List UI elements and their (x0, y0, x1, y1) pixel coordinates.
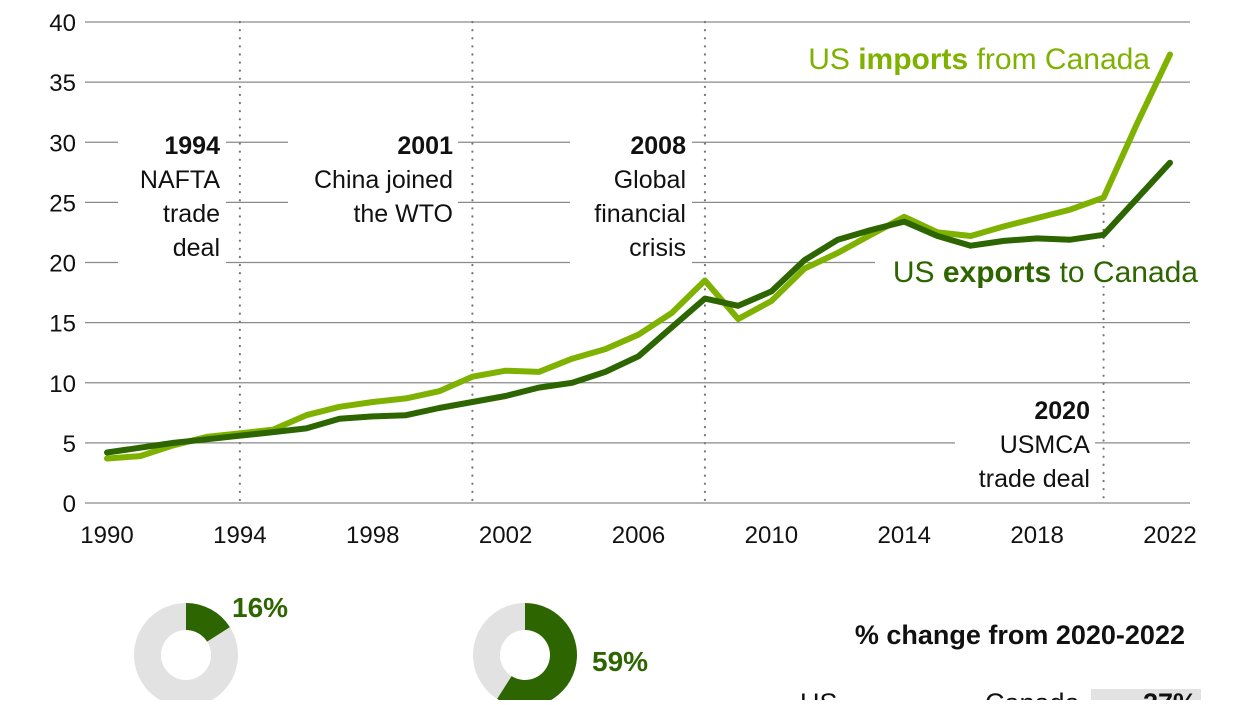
annotation-2008: 2008 Global financial crisis (570, 125, 692, 265)
annotation-text: Global (614, 166, 686, 194)
x-tick-label: 2022 (1143, 522, 1196, 549)
y-tick-label: 40 (49, 10, 76, 37)
annotation-year: 2020 (1034, 397, 1090, 425)
y-tick-label: 5 (63, 431, 76, 458)
y-axis-ticks: 0 5 10 15 20 25 30 35 40 (49, 10, 76, 518)
x-tick-label: 1998 (346, 522, 399, 549)
series-label-exports: US exports to Canada (893, 256, 1198, 289)
x-tick-label: 2010 (745, 522, 798, 549)
x-tick-label: 2018 (1010, 522, 1063, 549)
annotation-text: NAFTA (140, 166, 220, 194)
y-tick-label: 25 (49, 190, 76, 217)
x-axis-ticks: 1990 1994 1998 2002 2006 2010 2014 2018 2022 (80, 522, 1196, 549)
annotation-text: China joined (314, 166, 453, 194)
annotation-2020: 2020 USMCA trade deal (955, 392, 1095, 497)
series-label-imports: US imports from Canada (808, 43, 1150, 76)
change-title: % change from 2020-2022 (855, 620, 1185, 650)
y-tick-label: 0 (63, 491, 76, 518)
annotation-text: deal (173, 234, 220, 262)
series-line-imports (104, 51, 1173, 462)
annotation-year: 2008 (630, 132, 686, 160)
y-tick-label: 30 (49, 130, 76, 157)
series-line-exports (104, 159, 1173, 456)
annotation-text: crisis (629, 234, 686, 262)
annotation-year: 1994 (164, 132, 220, 160)
x-tick-label: 2002 (479, 522, 532, 549)
x-tick-label: 1990 (80, 522, 133, 549)
y-tick-label: 15 (49, 311, 76, 338)
donut-segment (186, 603, 230, 642)
annotation-text: USMCA (1000, 431, 1091, 459)
annotation-text: trade deal (979, 465, 1090, 493)
y-tick-label: 35 (49, 70, 76, 97)
legend-value: 27% (1143, 688, 1197, 700)
legend-canada: Canada (985, 688, 1081, 700)
annotation-2001: 2001 China joined the WTO (288, 125, 458, 233)
x-tick-label: 2014 (878, 522, 931, 549)
annotation-text: the WTO (353, 200, 453, 228)
donut-label-59: 59% (592, 646, 648, 677)
annotation-year: 2001 (397, 132, 453, 160)
series-lines (104, 51, 1173, 462)
annotation-text: trade (163, 200, 220, 228)
x-tick-label: 1994 (213, 522, 266, 549)
donut-charts (134, 603, 577, 705)
y-tick-label: 10 (49, 371, 76, 398)
x-tick-label: 2006 (612, 522, 665, 549)
donut-label-16: 16% (232, 592, 288, 623)
legend-us: US (800, 688, 838, 700)
y-tick-label: 20 (49, 251, 76, 278)
annotation-text: financial (594, 200, 686, 228)
annotation-1994: 1994 NAFTA trade deal (118, 125, 226, 265)
donut-segment (497, 603, 577, 705)
